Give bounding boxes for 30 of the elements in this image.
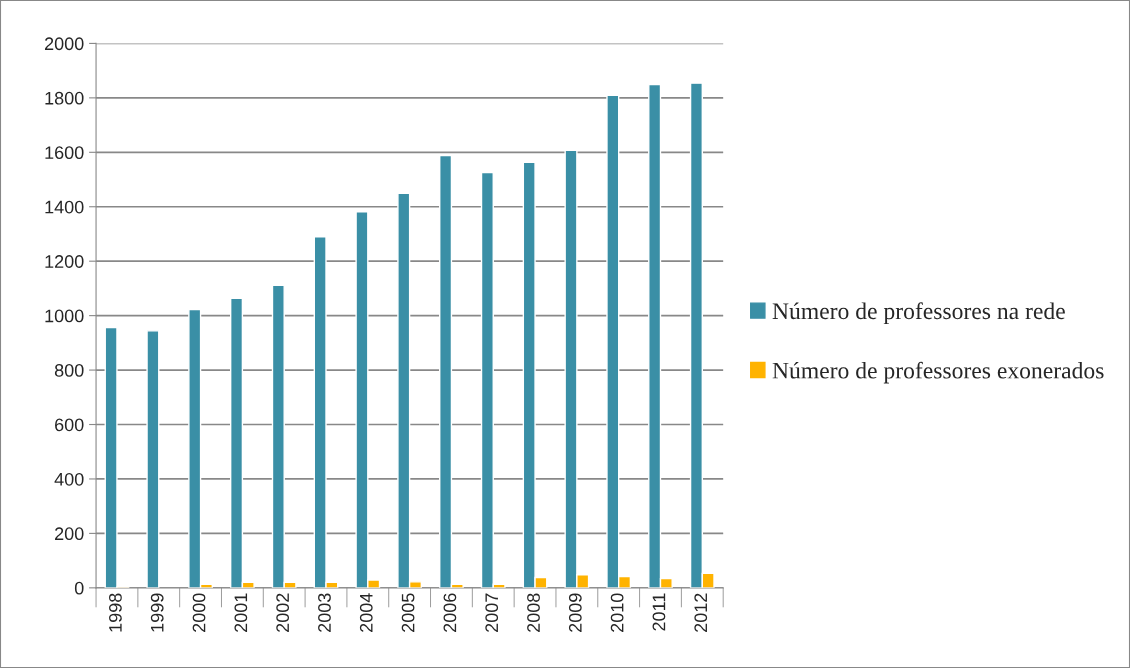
y-tick-label: 0: [74, 581, 84, 595]
y-tick-label: 1600: [45, 146, 84, 160]
x-tick-label: 2010: [610, 593, 624, 632]
x-tick-label: 2011: [652, 593, 666, 631]
x-tick-label: 2002: [276, 593, 290, 632]
y-tick-label: 200: [55, 527, 84, 541]
y-tick-label: 2000: [44, 37, 84, 51]
x-tick-label: 2006: [443, 593, 457, 632]
x-tick-label: 1999: [150, 593, 164, 632]
y-tick-label: 1000: [45, 309, 84, 323]
x-tick-label: 2005: [401, 593, 415, 632]
x-tick-label: 1998: [109, 593, 122, 632]
bar: [146, 330, 160, 588]
legend-label: Número de professores na rede: [772, 302, 1065, 324]
x-tick-label: 2001: [234, 593, 248, 632]
x-tick-label: 2000: [192, 593, 206, 632]
x-tick-label: 2012: [694, 593, 708, 632]
x-tick-label: 2007: [485, 593, 499, 632]
x-tick-label: 2003: [318, 593, 331, 632]
legend-label: Número de professores exonerados: [772, 361, 1104, 384]
y-tick-label: 1200: [45, 255, 84, 268]
y-tick-label: 1400: [45, 200, 84, 214]
y-tick-label: 600: [55, 418, 84, 432]
bar: [104, 326, 118, 588]
x-tick-label: 2009: [568, 593, 582, 632]
x-tick-label: 2008: [527, 593, 540, 632]
y-tick-label: 1800: [45, 91, 84, 105]
y-tick-label: 800: [54, 364, 84, 377]
x-tick-label: 2004: [359, 593, 373, 632]
y-tick-label: 400: [54, 472, 84, 486]
